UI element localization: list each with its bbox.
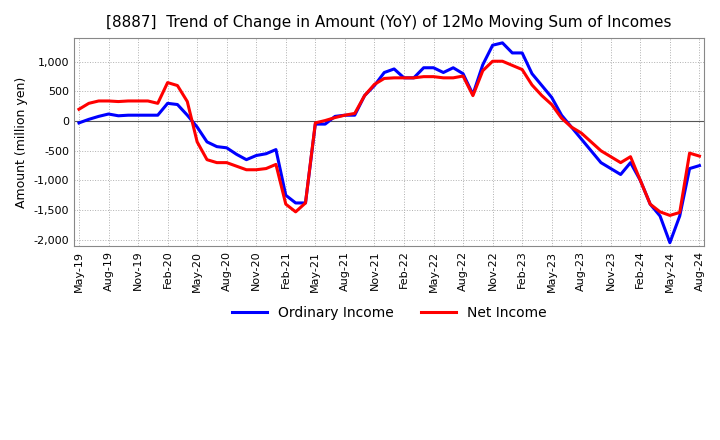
Ordinary Income — [498, 40, 507, 45]
Line: Net Income: Net Income — [79, 61, 699, 216]
Legend: Ordinary Income, Net Income: Ordinary Income, Net Income — [226, 301, 552, 326]
Net Income — [695, 154, 703, 159]
Ordinary Income — [469, 92, 477, 97]
Ordinary Income — [665, 240, 674, 246]
Ordinary Income — [695, 163, 703, 168]
Net Income — [380, 76, 389, 81]
Ordinary Income — [479, 62, 487, 67]
Ordinary Income — [153, 113, 162, 118]
Net Income — [479, 68, 487, 73]
Ordinary Income — [330, 114, 339, 119]
Ordinary Income — [380, 70, 389, 75]
Line: Ordinary Income: Ordinary Income — [79, 43, 699, 243]
Title: [8887]  Trend of Change in Amount (YoY) of 12Mo Moving Sum of Incomes: [8887] Trend of Change in Amount (YoY) o… — [107, 15, 672, 30]
Net Income — [330, 115, 339, 120]
Y-axis label: Amount (million yen): Amount (million yen) — [15, 76, 28, 208]
Net Income — [153, 101, 162, 106]
Ordinary Income — [75, 120, 84, 125]
Net Income — [488, 59, 497, 64]
Net Income — [419, 74, 428, 79]
Net Income — [469, 93, 477, 98]
Net Income — [665, 213, 674, 218]
Net Income — [75, 106, 84, 112]
Ordinary Income — [419, 65, 428, 70]
